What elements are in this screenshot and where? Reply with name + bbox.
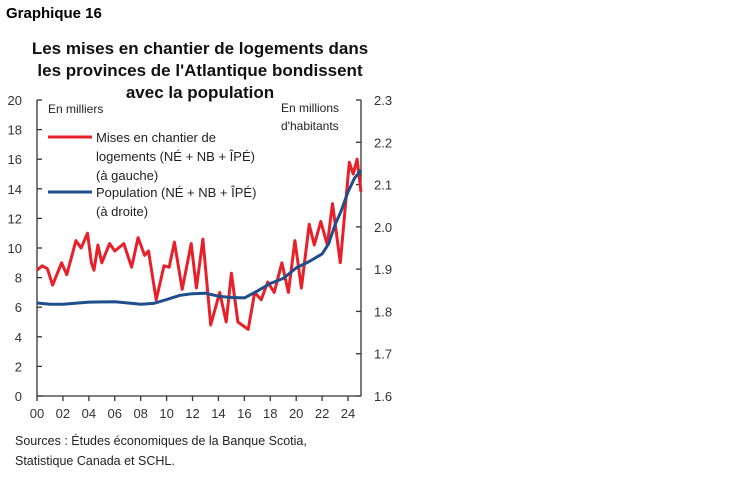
right-tick-label: 1.8: [374, 304, 392, 319]
left-tick-label: 4: [15, 330, 22, 345]
x-tick-label: 10: [159, 406, 173, 421]
title-line: avec la population: [125, 83, 275, 102]
x-tick-label: 20: [289, 406, 303, 421]
right-tick-label: 2.1: [374, 178, 392, 193]
legend-text: logements (NÉ + NB + ÎPÉ): [96, 149, 255, 164]
title-line: les provinces de l'Atlantique bondissent: [37, 61, 363, 80]
right-tick-label: 2.2: [374, 135, 392, 150]
left-tick-label: 8: [15, 271, 22, 286]
x-tick-label: 02: [56, 406, 70, 421]
right-tick-label: 2.0: [374, 220, 392, 235]
x-tick-label: 08: [133, 406, 147, 421]
sources-line: Statistique Canada et SCHL.: [15, 454, 175, 468]
sources-note: Sources : Études économiques de la Banqu…: [15, 431, 307, 471]
right-tick-label: 1.6: [374, 389, 392, 404]
right-tick-label: 2.3: [374, 93, 392, 108]
left-tick-label: 0: [15, 389, 22, 404]
legend-text: (à gauche): [96, 168, 158, 183]
series-line-housing-starts: [36, 157, 363, 331]
x-tick-label: 12: [185, 406, 199, 421]
left-axis-unit: En milliers: [48, 102, 103, 116]
x-tick-label: 00: [30, 406, 44, 421]
series-line-population: [36, 169, 363, 306]
left-tick-label: 12: [8, 211, 22, 226]
right-tick-label: 1.9: [374, 262, 392, 277]
left-tick-label: 10: [8, 241, 22, 256]
chart-title: Les mises en chantier de logements dans …: [20, 38, 380, 104]
left-tick-label: 14: [8, 182, 22, 197]
left-tick-label: 20: [8, 93, 22, 108]
legend-text: Mises en chantier de: [96, 130, 216, 145]
x-tick-label: 16: [237, 406, 251, 421]
chart-number-label: Graphique 16: [6, 5, 102, 22]
title-line: Les mises en chantier de logements dans: [31, 39, 369, 58]
legend: Mises en chantier de logements (NÉ + NB …: [48, 130, 256, 219]
x-tick-label: 22: [315, 406, 329, 421]
sources-line: Sources : Études économiques de la Banqu…: [15, 434, 307, 448]
right-axis-unit: En millions: [281, 101, 339, 115]
legend-text: Population (NÉ + NB + ÎPÉ): [96, 185, 256, 200]
x-tick-label: 18: [263, 406, 277, 421]
left-tick-label: 2: [15, 359, 22, 374]
left-tick-label: 16: [8, 152, 22, 167]
right-tick-label: 1.7: [374, 347, 392, 362]
legend-text: (à droite): [96, 204, 148, 219]
left-tick-label: 6: [15, 300, 22, 315]
x-tick-label: 04: [82, 406, 96, 421]
right-axis-unit: d'habitants: [281, 119, 339, 133]
x-tick-label: 06: [108, 406, 122, 421]
left-tick-label: 18: [8, 123, 22, 138]
x-tick-label: 14: [211, 406, 225, 421]
x-tick-label: 24: [341, 406, 355, 421]
